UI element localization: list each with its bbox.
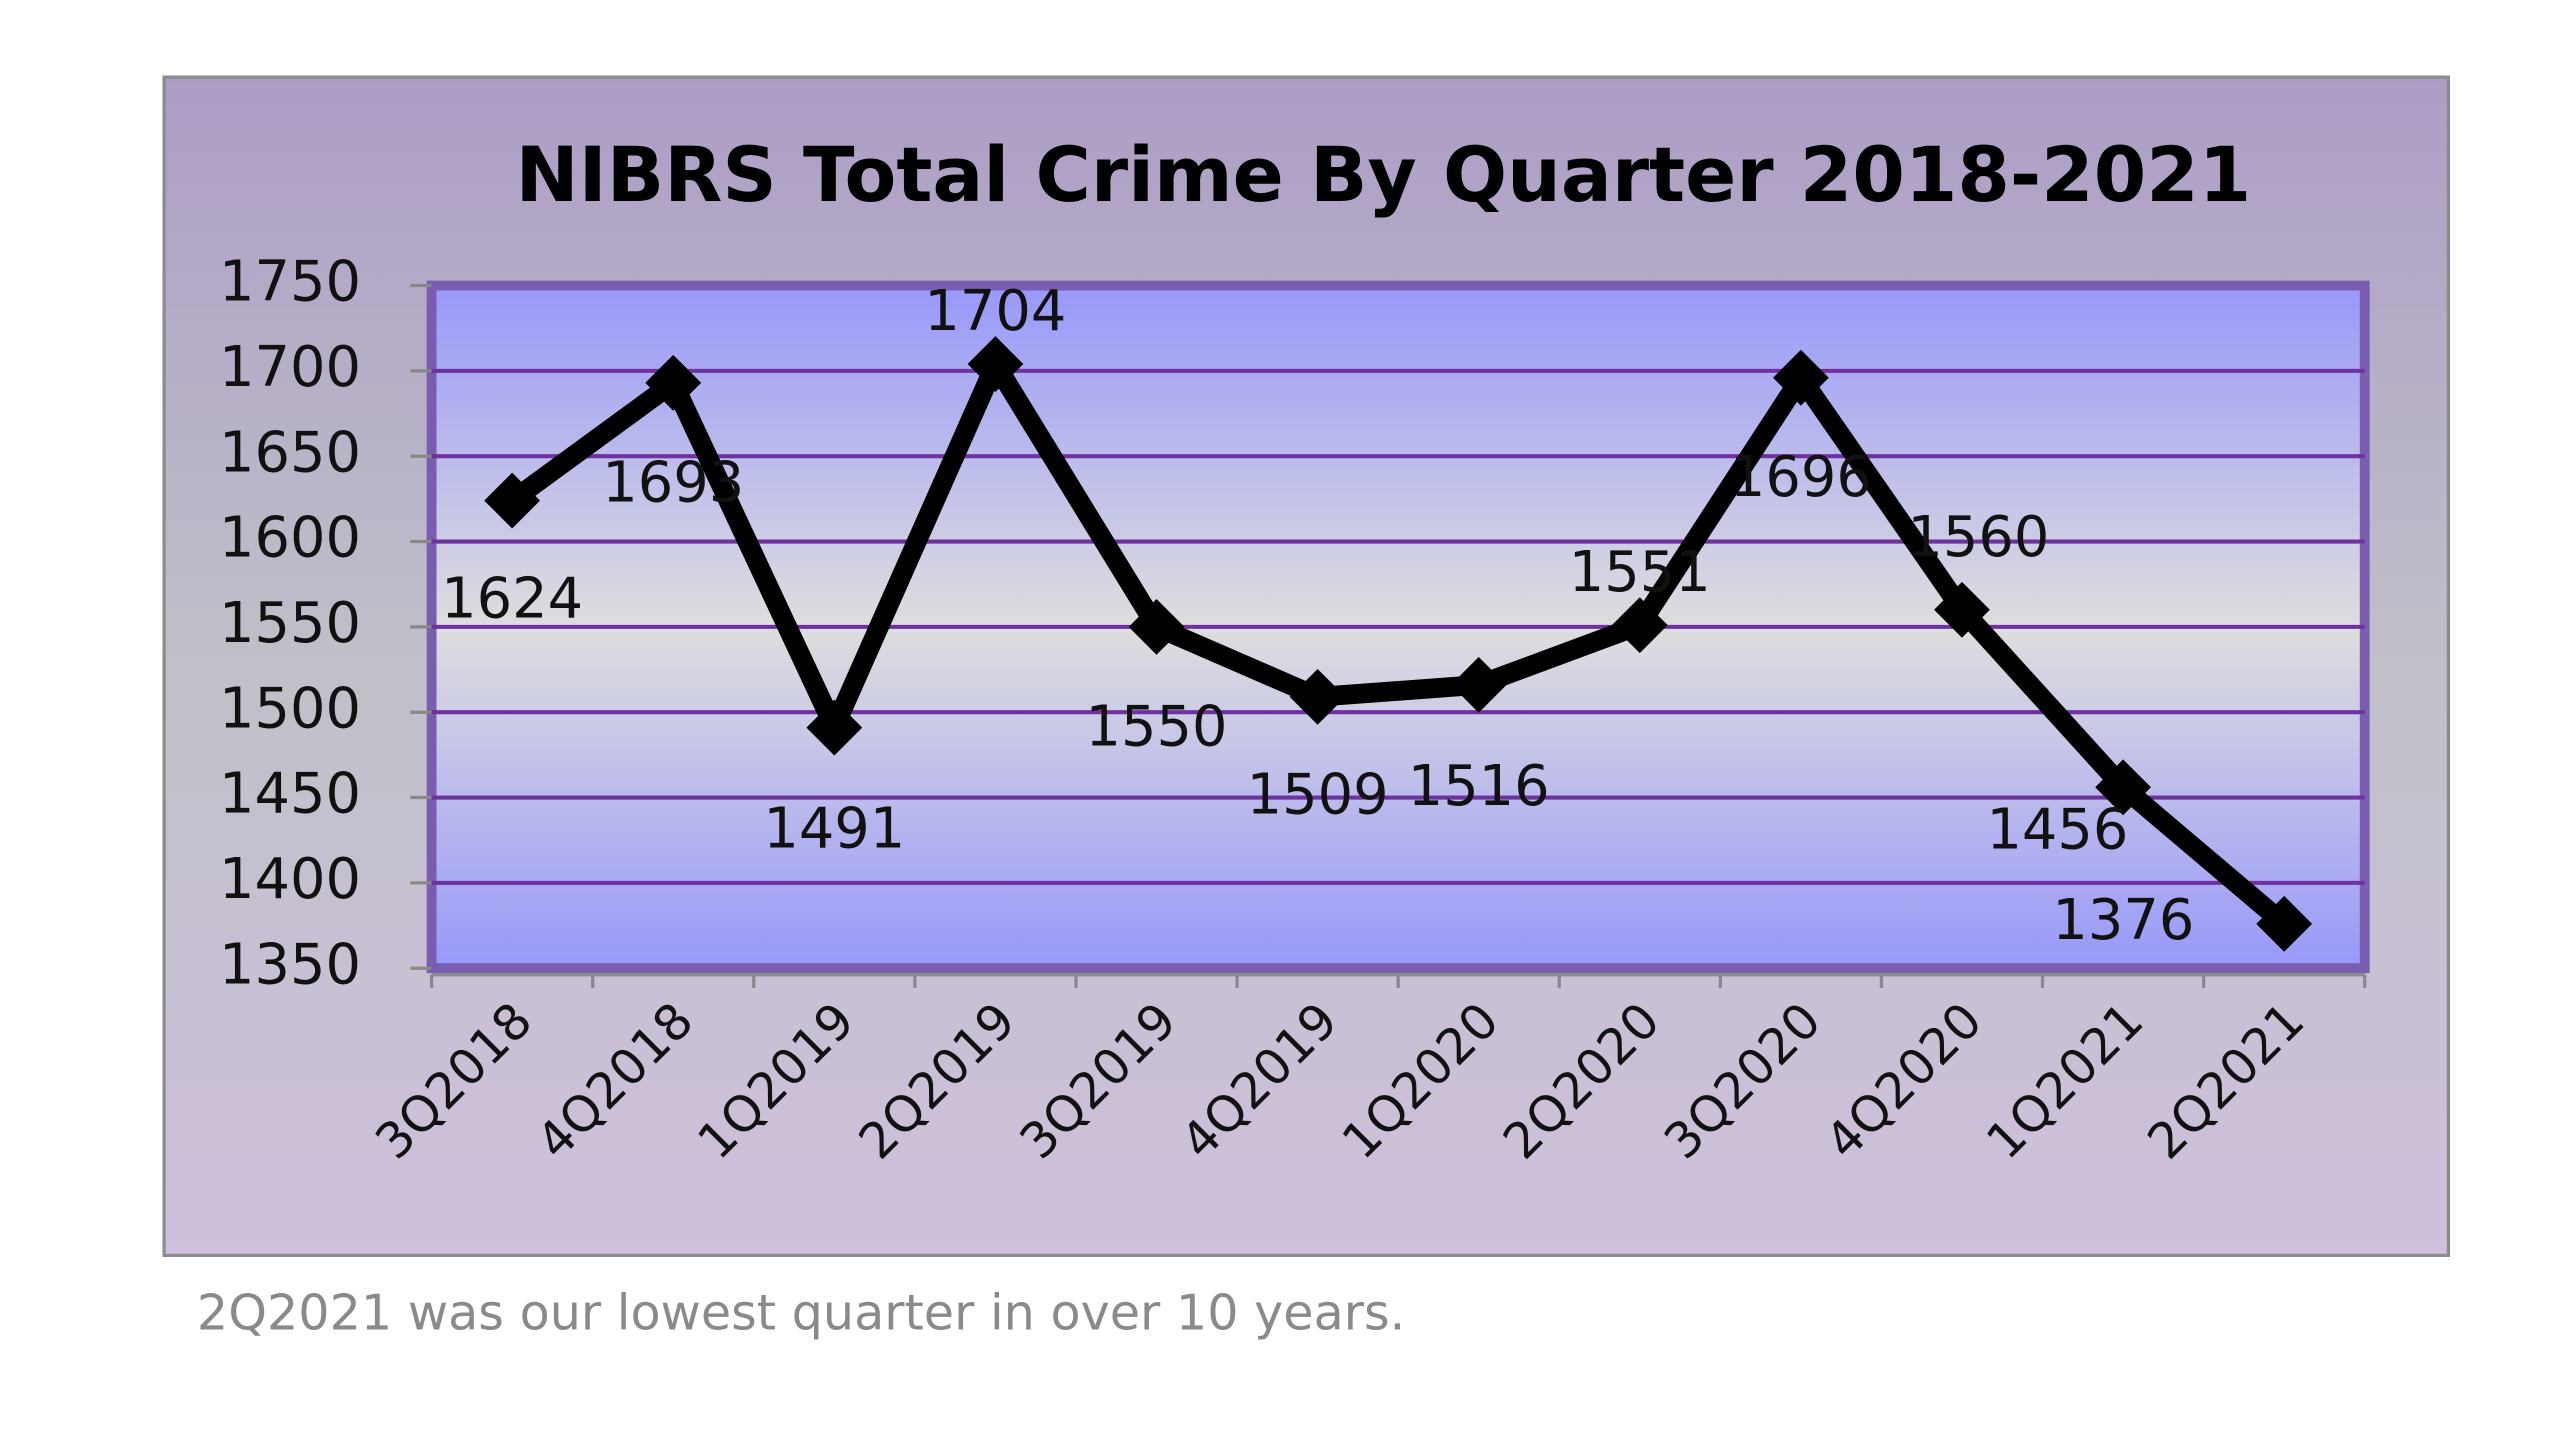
data-label: 1491 bbox=[763, 797, 905, 862]
y-tick-label: 1550 bbox=[219, 591, 361, 656]
marker bbox=[1289, 668, 1346, 725]
marker bbox=[1934, 581, 1990, 638]
y-tick-label: 1400 bbox=[219, 847, 361, 912]
y-tick-label: 1650 bbox=[219, 420, 361, 485]
data-label: 1516 bbox=[1408, 754, 1550, 819]
data-label: 1509 bbox=[1247, 763, 1389, 828]
data-label: 1550 bbox=[1086, 694, 1228, 759]
marker bbox=[1128, 598, 1185, 655]
marker bbox=[1611, 597, 1668, 654]
y-tick-label: 1450 bbox=[219, 762, 361, 827]
data-line bbox=[506, 342, 2291, 932]
data-label: 1560 bbox=[1907, 505, 2049, 570]
data-label: 1376 bbox=[2052, 888, 2194, 953]
marker bbox=[2256, 895, 2313, 952]
chart-title: NIBRS Total Crime By Quarter 2018-2021 bbox=[516, 131, 2252, 219]
marker bbox=[806, 699, 863, 756]
marker bbox=[484, 472, 541, 529]
data-label: 1551 bbox=[1569, 540, 1711, 605]
marker bbox=[645, 354, 702, 411]
data-label: 1693 bbox=[602, 450, 744, 515]
y-tick-label: 1350 bbox=[219, 932, 361, 997]
data-label: 1624 bbox=[441, 566, 583, 631]
data-label: 1704 bbox=[924, 279, 1066, 344]
marker bbox=[1772, 349, 1829, 406]
marker bbox=[967, 336, 1024, 392]
y-tick-label: 1500 bbox=[219, 676, 361, 741]
caption: 2Q2021 was our lowest quarter in over 10… bbox=[197, 1284, 1405, 1342]
y-tick-label: 1700 bbox=[219, 335, 361, 400]
marker bbox=[2095, 759, 2151, 816]
y-tick-label: 1600 bbox=[219, 506, 361, 571]
data-label: 1696 bbox=[1730, 445, 1872, 510]
marker bbox=[1450, 657, 1507, 713]
data-label: 1456 bbox=[1986, 797, 2128, 862]
y-tick-label: 1750 bbox=[219, 250, 361, 315]
